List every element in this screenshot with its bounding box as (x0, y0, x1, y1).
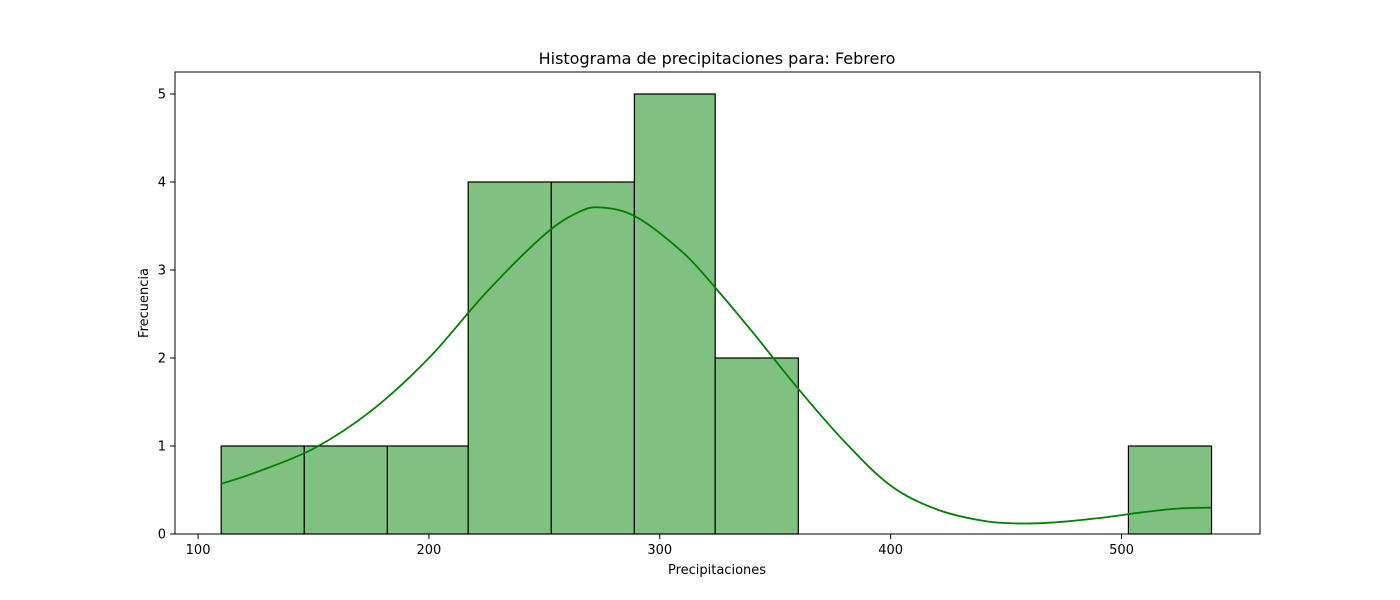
x-axis-ticks: 100 200 300 400 500 (186, 534, 1134, 558)
y-tick-label: 2 (158, 352, 166, 367)
x-tick-label: 400 (878, 543, 903, 558)
histogram-bar-5 (633, 93, 716, 535)
y-tick-label: 1 (158, 440, 166, 455)
x-tick-label: 100 (186, 543, 211, 558)
histogram-bar-2 (386, 445, 469, 535)
x-tick-label: 500 (1109, 543, 1134, 558)
y-axis-ticks: 0 1 2 3 4 5 (158, 88, 175, 543)
histogram-bar-3 (467, 181, 552, 535)
y-tick-label: 4 (158, 176, 166, 191)
y-tick-label: 3 (158, 264, 166, 279)
y-tick-label: 0 (158, 528, 166, 543)
x-tick-label: 300 (647, 543, 672, 558)
y-axis-label: Frecuencia (137, 268, 152, 338)
x-tick-label: 200 (417, 543, 442, 558)
y-tick-label: 5 (158, 88, 166, 103)
plot-frame (174, 71, 1261, 535)
histogram-bar-7 (1127, 445, 1213, 535)
histogram-bar-6 (714, 357, 799, 535)
histogram-bar-0 (220, 445, 305, 535)
histogram-bars (220, 93, 1213, 535)
histogram-bar-4 (550, 181, 635, 535)
kde-curve (220, 206, 1212, 525)
histogram-bar-1 (303, 445, 388, 535)
chart-title: Histograma de precipitaciones para: Febr… (539, 49, 896, 68)
x-axis-label: Precipitaciones (668, 563, 766, 578)
